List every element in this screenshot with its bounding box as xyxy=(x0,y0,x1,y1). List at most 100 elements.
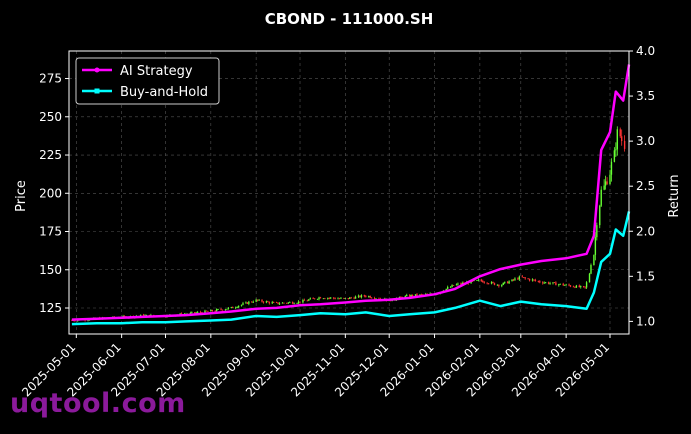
candle-body xyxy=(508,281,510,284)
candle-body xyxy=(461,282,464,285)
candle-body xyxy=(214,310,216,312)
y2-tick-label: 4.0 xyxy=(636,44,655,58)
y-tick-label: 225 xyxy=(39,148,62,162)
candle-body xyxy=(616,129,619,150)
candle-body xyxy=(496,284,499,286)
y-tick-label: 150 xyxy=(39,263,62,277)
candle-body xyxy=(334,298,336,299)
candle-body xyxy=(350,297,352,299)
candle-body xyxy=(349,297,351,299)
candle-body xyxy=(242,303,244,305)
candle-body xyxy=(411,294,414,297)
candle-body xyxy=(224,309,227,311)
candle-body xyxy=(189,312,192,314)
candle-body xyxy=(272,302,275,303)
candle-body xyxy=(296,303,298,304)
candle-body xyxy=(234,307,237,309)
candle-body xyxy=(619,129,621,137)
candle-body xyxy=(357,295,360,297)
candle-body xyxy=(451,285,453,288)
candle-body xyxy=(261,299,263,302)
y-axis-label: Price xyxy=(14,180,29,212)
legend-bh-label: Buy-and-Hold xyxy=(120,85,208,100)
candle-body xyxy=(490,282,493,284)
candle-body xyxy=(504,281,506,283)
candle-body xyxy=(547,282,550,284)
candle-body xyxy=(408,295,411,297)
candle-body xyxy=(480,279,483,281)
candle-body xyxy=(286,302,288,304)
candle-body xyxy=(297,301,300,304)
candle-body xyxy=(308,299,310,301)
candle-body xyxy=(460,283,462,285)
candle-body xyxy=(580,286,582,288)
candle-body xyxy=(514,278,516,280)
candle-body xyxy=(419,294,421,296)
candle-body xyxy=(313,298,316,300)
candle-body xyxy=(534,279,537,281)
candle-body xyxy=(517,278,519,280)
candle-body xyxy=(582,286,585,287)
candle-body xyxy=(370,297,373,299)
candle-body xyxy=(533,279,535,281)
candle-body xyxy=(620,136,623,141)
candle-body xyxy=(245,302,247,304)
candle-body xyxy=(477,279,480,281)
legend-ai-marker xyxy=(94,67,100,73)
candle-body xyxy=(246,302,249,304)
candle-body xyxy=(470,280,472,284)
candle-body xyxy=(498,284,500,287)
y-tick-label: 125 xyxy=(39,301,62,315)
candle-body xyxy=(512,279,515,281)
candle-body xyxy=(221,309,224,311)
candle-body xyxy=(240,304,243,306)
candle-body xyxy=(139,314,142,316)
candle-body xyxy=(275,302,278,304)
candle-body xyxy=(332,297,335,299)
candle-body xyxy=(572,286,575,288)
y-tick-label: 200 xyxy=(39,186,62,200)
candle-body xyxy=(324,298,326,300)
candle-body xyxy=(344,298,347,299)
candle-body xyxy=(312,298,314,300)
candle-body xyxy=(445,288,447,291)
candle-body xyxy=(596,225,598,238)
candle-body xyxy=(230,306,232,308)
candle-body xyxy=(613,150,616,162)
chart-title: CBOND - 111000.SH xyxy=(265,10,434,28)
price-candles xyxy=(71,126,626,322)
candle-body xyxy=(338,298,341,300)
candle-body xyxy=(593,254,595,266)
candle-body xyxy=(87,320,89,321)
candle-body xyxy=(544,282,547,284)
candle-body xyxy=(549,283,551,285)
candle-body xyxy=(537,280,540,282)
candle-body xyxy=(71,320,73,322)
candle-body xyxy=(340,297,342,299)
candle-body xyxy=(278,303,281,305)
candle-body xyxy=(306,300,309,302)
y2-tick-label: 2.0 xyxy=(636,224,655,238)
candle-body xyxy=(553,282,556,284)
candle-body xyxy=(623,140,626,149)
candle-body xyxy=(486,282,488,284)
candle-body xyxy=(552,282,554,284)
candle-body xyxy=(281,302,284,304)
candle-body xyxy=(319,297,322,299)
candle-body xyxy=(518,276,521,280)
y2-tick-label: 1.5 xyxy=(636,269,655,283)
candle-body xyxy=(604,181,607,186)
candle-body xyxy=(255,299,257,302)
y-tick-label: 175 xyxy=(39,225,62,239)
candle-body xyxy=(523,277,525,279)
candle-body xyxy=(452,285,455,286)
candle-body xyxy=(373,298,376,299)
candle-body xyxy=(271,302,273,304)
candle-body xyxy=(337,298,339,300)
candle-body xyxy=(455,284,458,286)
y-tick-label: 275 xyxy=(39,72,62,86)
candle-body xyxy=(145,314,148,316)
candle-body xyxy=(215,309,218,312)
candle-body xyxy=(262,301,265,303)
candle-body xyxy=(578,285,580,288)
